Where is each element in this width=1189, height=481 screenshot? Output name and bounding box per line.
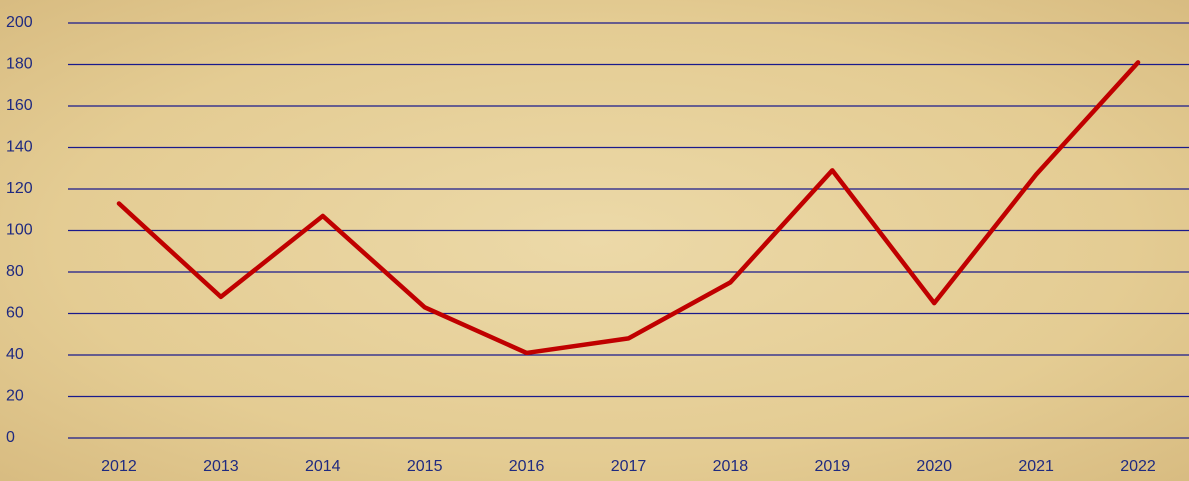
x-tick-label: 2014 [305,458,341,475]
y-tick-label: 180 [6,56,33,73]
x-tick-label: 2021 [1018,458,1054,475]
y-tick-label: 200 [6,14,33,31]
line-series [116,60,1141,356]
x-tick-label: 2012 [101,458,137,475]
x-tick-label: 2015 [407,458,443,475]
x-tick-label: 2013 [203,458,239,475]
y-tick-label: 0 [6,429,15,446]
y-tick-label: 80 [6,263,24,280]
y-tick-label: 60 [6,305,24,322]
y-tick-label: 120 [6,180,33,197]
y-tick-label: 40 [6,346,24,363]
x-tick-label: 2017 [611,458,647,475]
x-tick-label: 2018 [713,458,749,475]
x-tick-label: 2022 [1120,458,1156,475]
x-tick-label: 2019 [815,458,851,475]
y-tick-label: 20 [6,388,24,405]
x-tick-label: 2016 [509,458,545,475]
y-tick-label: 100 [6,222,33,239]
x-tick-label: 2020 [916,458,952,475]
y-tick-label: 140 [6,139,33,156]
y-tick-label: 160 [6,97,33,114]
